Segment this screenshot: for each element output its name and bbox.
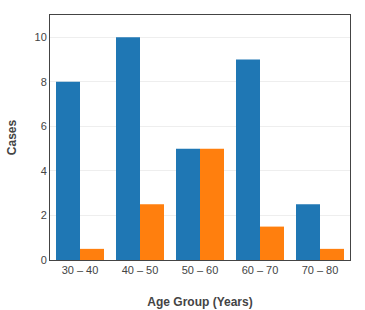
svg-text:50 – 60: 50 – 60: [182, 264, 219, 276]
svg-text:30 – 40: 30 – 40: [62, 264, 99, 276]
svg-text:4: 4: [41, 165, 47, 177]
svg-text:2: 2: [41, 209, 47, 221]
svg-text:Cases: Cases: [5, 120, 19, 156]
svg-text:70 – 80: 70 – 80: [302, 264, 339, 276]
svg-text:6: 6: [41, 120, 47, 132]
svg-text:8: 8: [41, 76, 47, 88]
svg-text:Age Group (Years): Age Group (Years): [147, 295, 252, 309]
svg-text:60 – 70: 60 – 70: [242, 264, 279, 276]
svg-text:0: 0: [41, 254, 47, 266]
svg-text:10: 10: [35, 31, 47, 43]
svg-text:40 – 50: 40 – 50: [122, 264, 159, 276]
